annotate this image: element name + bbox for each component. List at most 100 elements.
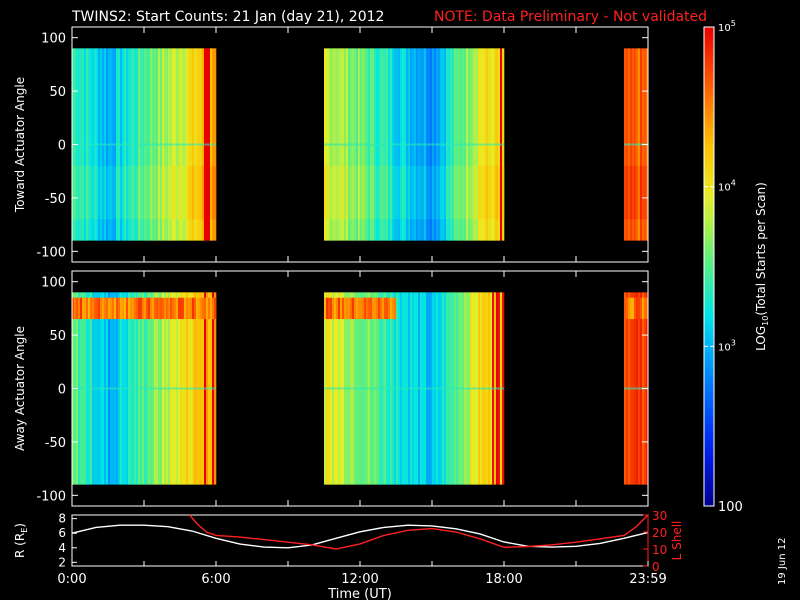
y-tick-label: 0 (58, 383, 66, 398)
heatmap-cell (472, 165, 475, 220)
heatmap-cell (122, 165, 125, 220)
high-count-band-cell (160, 297, 163, 320)
colorbar-tick-label: 105 (718, 19, 736, 34)
high-count-band-cell (118, 297, 121, 320)
heatmap-cell (370, 165, 373, 220)
heatmap-cell (128, 165, 131, 220)
high-count-band-cell (380, 297, 383, 320)
high-count-band-cell (372, 297, 375, 320)
heatmap-cell (358, 165, 361, 220)
heatmap-cell (366, 165, 369, 220)
y2-tick-label: 30 (652, 509, 667, 523)
high-count-band-cell (640, 297, 643, 320)
heatmap-cell (74, 165, 77, 220)
high-count-band-cell (132, 297, 135, 320)
high-count-band-cell (134, 297, 137, 320)
heatmap-cell (638, 165, 641, 220)
heatmap-cell (384, 165, 387, 220)
high-count-band-cell (106, 297, 109, 320)
high-count-band-cell (328, 297, 331, 320)
heatmap-cell (82, 165, 85, 220)
heatmap-cell (136, 165, 139, 220)
heatmap-cell (636, 165, 639, 220)
heatmap-cell (194, 165, 197, 220)
high-count-band-cell (158, 297, 161, 320)
high-count-band-cell (198, 297, 201, 320)
high-count-band-cell (116, 297, 119, 320)
high-count-band-cell (212, 297, 215, 320)
heatmap-cell (90, 165, 93, 220)
heatmap-cell (98, 165, 101, 220)
data-interval-0 (72, 48, 217, 241)
heatmap-cell (496, 165, 499, 220)
heatmap-cell (460, 165, 463, 220)
y-tick-label: 8 (58, 512, 66, 526)
heatmap-cell (404, 165, 407, 220)
heatmap-cell (462, 165, 465, 220)
heatmap-cell (116, 165, 119, 220)
high-count-band-cell (72, 297, 75, 320)
x-axis-label: Time (UT) (327, 587, 392, 600)
high-count-band-cell (324, 297, 327, 320)
heatmap-cell (114, 165, 117, 220)
heatmap-cell (106, 165, 109, 220)
high-count-band-cell (206, 297, 209, 320)
high-count-band-cell (78, 297, 81, 320)
high-count-band-cell (150, 297, 153, 320)
heatmap-cell (446, 165, 449, 220)
data-interval-0 (72, 292, 217, 485)
heatmap-cell (406, 165, 409, 220)
high-count-band-cell (384, 297, 387, 320)
data-interval-1 (324, 292, 505, 485)
high-count-band-cell (100, 297, 103, 320)
high-count-band-cell (184, 297, 187, 320)
heatmap-cell (326, 165, 329, 220)
heatmap-cell (488, 165, 491, 220)
heatmap-cell (332, 165, 335, 220)
heatmap-cell (84, 165, 87, 220)
high-count-band-cell (646, 297, 649, 320)
high-count-band-cell (108, 297, 111, 320)
high-count-band-cell (632, 297, 635, 320)
high-count-band-cell (128, 297, 131, 320)
high-count-band-cell (344, 297, 347, 320)
plot-title: TWINS2: Start Counts: 21 Jan (day 21), 2… (71, 9, 384, 25)
preliminary-note: NOTE: Data Preliminary - Not validated (434, 9, 707, 25)
high-count-band-cell (390, 297, 393, 320)
high-count-band-cell (152, 297, 155, 320)
heatmap-cell (166, 165, 169, 220)
high-count-band-cell (374, 297, 377, 320)
heatmap-cell (108, 165, 111, 220)
heatmap-cell (396, 165, 399, 220)
y-tick-label: 2 (58, 555, 66, 569)
heatmap-cell (378, 165, 381, 220)
y2-tick-label: 0 (652, 560, 660, 574)
heatmap-cell (214, 165, 217, 220)
heatmap-cell (374, 165, 377, 220)
heatmap-cell (412, 165, 415, 220)
high-count-band-cell (88, 297, 91, 320)
high-count-band-cell (82, 297, 85, 320)
high-count-band-cell (378, 297, 381, 320)
heatmap-cell (96, 165, 99, 220)
high-count-band-cell (626, 297, 629, 320)
heatmap-cell (502, 165, 505, 220)
y-axis-label: R (RE) (13, 523, 29, 558)
heatmap-cell (372, 165, 375, 220)
heatmap-cell (482, 165, 485, 220)
high-count-band-cell (94, 297, 97, 320)
high-count-band-cell (366, 297, 369, 320)
high-count-band-cell (636, 297, 639, 320)
high-count-band-cell (146, 297, 149, 320)
high-count-band-cell (368, 297, 371, 320)
heatmap-cell (458, 165, 461, 220)
heatmap-cell (398, 165, 401, 220)
heatmap-cell (208, 165, 211, 220)
high-count-band-cell (112, 297, 115, 320)
high-count-band-cell (342, 297, 345, 320)
heatmap-cell (144, 165, 147, 220)
heatmap-cell (476, 165, 479, 220)
high-count-band-cell (394, 297, 397, 320)
high-count-band-cell (104, 297, 107, 320)
